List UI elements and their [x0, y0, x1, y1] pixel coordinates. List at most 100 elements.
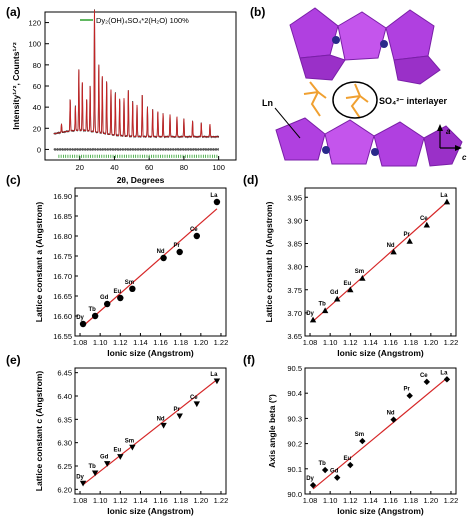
x-tick-label: 1.18: [403, 338, 418, 347]
x-tick-label: 1.22: [214, 496, 229, 505]
y-tick-label: 20: [33, 124, 41, 133]
y-axis-label: Lattice constant b (Angstrom): [264, 201, 274, 322]
x-tick-label: 1.10: [93, 496, 108, 505]
data-point-dy: [79, 320, 87, 328]
point-label-pr: Pr: [404, 387, 411, 393]
data-point-la: [443, 198, 451, 205]
x-tick-label: 1.08: [73, 338, 88, 347]
x-axis-label: Ionic size (Angstrom): [107, 506, 194, 516]
point-label-gd: Gd: [100, 455, 109, 461]
x-tick-label: 1.16: [383, 338, 398, 347]
x-tick-label: 1.22: [214, 338, 229, 347]
x-tick-label: 1.08: [73, 496, 88, 505]
point-label-gd: Gd: [100, 295, 109, 301]
x-tick-label: 1.12: [343, 338, 358, 347]
x-tick-label: 1.12: [343, 496, 358, 505]
data-point-sm: [129, 285, 136, 292]
y-tick-label: 16.90: [53, 192, 72, 201]
y-tick-label: 3.85: [287, 240, 302, 249]
y-tick-label: 120: [28, 19, 41, 28]
fit-line: [82, 379, 218, 486]
data-point-tb: [91, 312, 99, 320]
chart-d: (d) 1.08 1.10 1.12 1.14 1.16 1.18 1.20 1.22 3.65 3…: [243, 173, 458, 358]
data-point-dy: [79, 480, 87, 487]
crystal-structure-panel: (b) SO₄²⁻ interlayer Ln: [250, 5, 467, 167]
point-label-sm: Sm: [355, 269, 364, 275]
point-label-pr: Pr: [174, 243, 181, 249]
x-tick-label: 1.08: [303, 496, 318, 505]
data-point-la: [443, 376, 451, 383]
x-tick-label: 1.12: [113, 338, 128, 347]
point-label-gd: Gd: [330, 469, 339, 475]
x-tick-label: 1.20: [194, 338, 209, 347]
x-tick-label: 1.08: [303, 338, 318, 347]
y-axis-label: Intensity¹ᐟ², Counts¹ᐟ²: [11, 42, 21, 130]
point-label-eu: Eu: [343, 456, 351, 462]
x-tick-label: 1.16: [383, 496, 398, 505]
y-axis-label: Axis angle beta (°): [267, 394, 277, 468]
point-label-pr: Pr: [404, 232, 411, 238]
point-label-nd: Nd: [157, 249, 165, 255]
panel-label-b: (b): [250, 5, 265, 19]
sulfate-groups: [303, 81, 369, 119]
data-point-gd: [334, 295, 341, 302]
x-tick-label: 60: [145, 163, 153, 172]
ln-label: Ln: [262, 98, 273, 108]
y-tick-label: 16.85: [53, 212, 72, 221]
panel-label: (e): [6, 353, 21, 367]
y-tick-label: 60: [33, 82, 41, 91]
x-tick-label: 1.16: [153, 338, 168, 347]
x-tick-label: 1.20: [194, 496, 209, 505]
data-point-nd: [390, 248, 397, 255]
y-tick-label: 3.75: [287, 286, 302, 295]
chart-c: (c) 1.08 1.10 1.12 1.14 1.16 1.18 1.20 1.22 16.55…: [6, 173, 228, 358]
data-point-gd: [334, 474, 341, 481]
chart-a: (a) 20 40 60 80 100 0 20 40 60 80 100 120 2θ, Degrees…: [6, 5, 237, 185]
panel-label: (c): [6, 173, 21, 187]
point-label-dy: Dy: [306, 311, 314, 317]
y-tick-label: 0: [37, 145, 41, 154]
data-point-dy: [309, 316, 317, 323]
x-axis-label: Ionic size (Angstrom): [107, 348, 194, 358]
y-tick-label: 6.45: [57, 369, 72, 378]
point-label-eu: Eu: [343, 281, 351, 287]
point-label-dy: Dy: [306, 476, 314, 482]
y-tick-label: 16.65: [53, 292, 72, 301]
x-axis-label: 2θ, Degrees: [117, 175, 165, 185]
y-tick-label: 6.20: [57, 485, 72, 494]
y-tick-label: 90.0: [287, 490, 302, 499]
data-point-nd: [390, 416, 397, 423]
data-point-eu: [347, 286, 354, 293]
x-tick-label: 100: [212, 163, 225, 172]
x-tick-label: 1.18: [173, 338, 188, 347]
panel-label: (a): [6, 5, 21, 19]
data-point-pr: [406, 237, 413, 244]
point-label-ce: Ce: [420, 373, 428, 379]
x-tick-label: 1.20: [424, 338, 439, 347]
data-point-tb: [321, 307, 329, 314]
x-axis-label: Ionic size (Angstrom): [337, 348, 424, 358]
x-tick-label: 1.10: [93, 338, 108, 347]
data-point-la: [213, 198, 221, 206]
axis-indicator: a c: [437, 124, 467, 162]
x-tick-label: 40: [110, 163, 118, 172]
point-label-tb: Tb: [318, 461, 326, 467]
point-label-nd: Nd: [157, 416, 165, 422]
x-tick-label: 1.14: [133, 338, 148, 347]
data-point-pr: [176, 248, 183, 256]
axis-a-label: a: [446, 127, 451, 136]
point-label-ce: Ce: [190, 227, 198, 233]
x-tick-label: 1.14: [363, 496, 378, 505]
y-tick-label: 90.5: [287, 364, 302, 373]
difference-curve: [53, 147, 219, 152]
y-tick-label: 6.30: [57, 439, 72, 448]
point-label-eu: Eu: [113, 448, 121, 454]
y-tick-label: 3.90: [287, 216, 302, 225]
point-label-ce: Ce: [420, 216, 428, 222]
point-label-dy: Dy: [76, 474, 84, 480]
point-label-la: La: [440, 370, 448, 376]
sulfate-highlight-ring: [332, 81, 378, 119]
plot-frame: [74, 187, 227, 337]
y-tick-label: 80: [33, 61, 41, 70]
